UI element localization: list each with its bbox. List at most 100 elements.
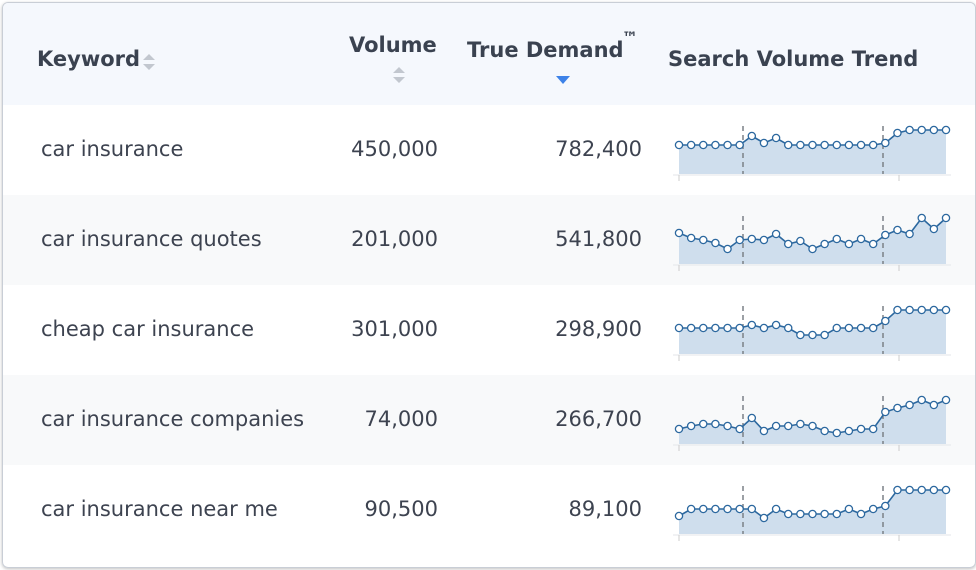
trend-point <box>844 504 854 514</box>
trend-point <box>723 323 732 333</box>
trend-point <box>686 233 696 243</box>
trend-point <box>796 509 805 519</box>
trend-point <box>893 485 902 495</box>
trend-point <box>917 395 926 405</box>
trend-point <box>699 140 708 150</box>
trend-point <box>868 140 878 150</box>
trend-point <box>868 239 878 249</box>
trend-point <box>808 244 817 254</box>
trend-point <box>808 421 817 431</box>
keyword-cell: car insurance <box>41 137 184 161</box>
keyword-cell: car insurance near me <box>41 497 278 521</box>
trend-point <box>723 504 732 514</box>
table-header: Keyword Volume True Demand ™ Search Volu… <box>3 3 975 106</box>
trend-point <box>771 229 781 239</box>
trend-point <box>735 504 744 514</box>
trend-point <box>905 485 914 495</box>
trend-point <box>674 424 684 434</box>
trend-point <box>796 236 805 246</box>
keyword-cell: car insurance quotes <box>41 227 262 251</box>
trend-point <box>832 140 842 150</box>
trend-point <box>844 140 854 150</box>
trend-point <box>711 419 720 429</box>
trend-point <box>941 125 951 135</box>
trend-point <box>820 330 829 340</box>
keyword-cell: car insurance companies <box>41 407 305 431</box>
trend-point <box>674 511 684 521</box>
trend-point <box>747 413 757 423</box>
volume-cell: 301,000 <box>351 317 438 341</box>
trend-point <box>686 421 696 431</box>
trend-point <box>820 509 829 519</box>
table-row: cheap car insurance 301,000 298,900 <box>3 285 975 375</box>
volume-cell: 90,500 <box>364 497 438 521</box>
trend-point <box>929 224 939 234</box>
trend-point <box>929 400 939 410</box>
trend-point <box>941 395 951 405</box>
trend-point <box>844 426 854 436</box>
trend-point <box>893 403 902 413</box>
trend-point <box>783 239 793 249</box>
trend-point <box>747 320 757 330</box>
trend-point <box>723 140 732 150</box>
trend-point <box>699 235 708 245</box>
trend-point <box>832 234 842 244</box>
trend-point <box>893 225 902 235</box>
trend-point <box>929 305 939 315</box>
trend-point <box>917 305 926 315</box>
trend-point <box>844 323 854 333</box>
trend-point <box>881 138 890 148</box>
trend-point <box>711 238 720 248</box>
keyword-header[interactable]: Keyword <box>37 47 141 71</box>
true-demand-header[interactable]: True Demand <box>467 38 624 62</box>
trend-point <box>686 323 696 333</box>
trend-point <box>941 305 951 315</box>
trend-point <box>868 323 878 333</box>
trend-point <box>759 513 769 523</box>
trend-point <box>917 213 926 223</box>
trend-point <box>808 140 817 150</box>
trend-point <box>832 509 842 519</box>
trend-point <box>783 140 793 150</box>
trend-point <box>783 509 793 519</box>
volume-cell: 74,000 <box>364 407 438 431</box>
trend-point <box>735 235 744 245</box>
trend-point <box>905 305 914 315</box>
trend-point <box>747 131 757 141</box>
trend-area <box>679 130 946 174</box>
trend-point <box>783 421 793 431</box>
trend-point <box>917 485 926 495</box>
trend-point <box>759 235 769 245</box>
trend-point <box>711 504 720 514</box>
trend-point <box>674 323 684 333</box>
trend-point <box>735 323 744 333</box>
trend-point <box>759 426 769 436</box>
volume-header[interactable]: Volume <box>349 33 437 57</box>
trend-point <box>699 419 708 429</box>
trend-point <box>735 424 744 434</box>
trend-area <box>679 400 946 444</box>
trend-area <box>679 218 946 264</box>
trend-point <box>783 323 793 333</box>
trend-point <box>796 330 805 340</box>
sort-icon[interactable] <box>142 53 156 71</box>
volume-cell: 450,000 <box>351 137 438 161</box>
table-row: car insurance companies 74,000 266,700 <box>3 375 975 465</box>
trend-point <box>820 140 829 150</box>
sort-icon[interactable] <box>392 66 406 84</box>
trend-point <box>905 400 914 410</box>
trend-point <box>771 504 781 514</box>
trend-point <box>905 125 914 135</box>
trend-point <box>941 485 951 495</box>
trend-point <box>917 125 926 135</box>
trend-point <box>759 323 769 333</box>
trend-point <box>929 125 939 135</box>
trend-point <box>881 501 890 511</box>
sort-active-icon[interactable] <box>555 75 571 85</box>
trend-point <box>856 234 866 244</box>
trend-point <box>820 426 829 436</box>
volume-cell: 201,000 <box>351 227 438 251</box>
trademark: ™ <box>622 28 638 47</box>
trend-point <box>759 138 769 148</box>
trend-point <box>796 419 805 429</box>
